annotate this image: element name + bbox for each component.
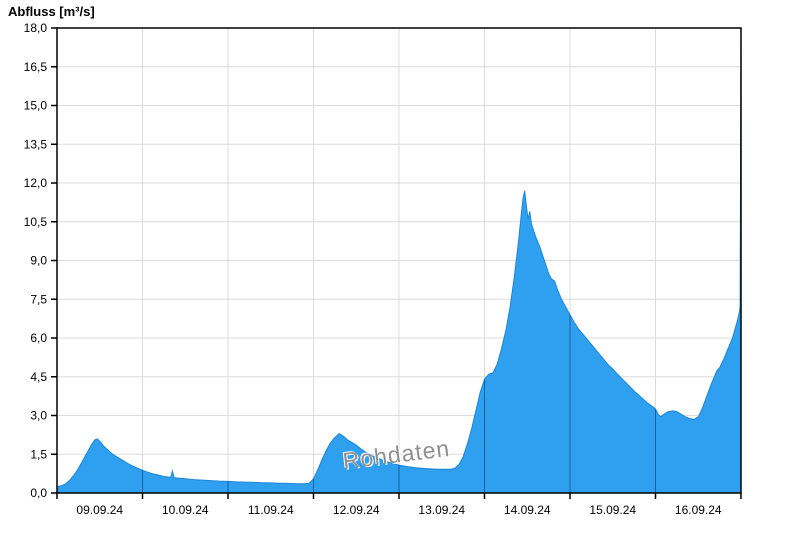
svg-text:13.09.24: 13.09.24 xyxy=(418,503,465,517)
svg-text:10.09.24: 10.09.24 xyxy=(162,503,209,517)
svg-text:16,5: 16,5 xyxy=(24,60,48,74)
svg-text:3,0: 3,0 xyxy=(30,409,47,423)
svg-text:4,5: 4,5 xyxy=(30,370,47,384)
svg-text:13,5: 13,5 xyxy=(24,137,48,151)
svg-text:6,0: 6,0 xyxy=(30,331,47,345)
svg-text:10,5: 10,5 xyxy=(24,215,48,229)
svg-text:15,0: 15,0 xyxy=(24,99,48,113)
svg-text:12,0: 12,0 xyxy=(24,176,48,190)
svg-text:18,0: 18,0 xyxy=(24,21,48,35)
svg-text:11.09.24: 11.09.24 xyxy=(248,503,294,517)
svg-text:16.09.24: 16.09.24 xyxy=(675,503,722,517)
svg-text:09.09.24: 09.09.24 xyxy=(76,503,123,517)
chart-title: Abfluss [m³/s] xyxy=(8,4,95,19)
svg-text:14.09.24: 14.09.24 xyxy=(504,503,551,517)
svg-text:9,0: 9,0 xyxy=(30,254,47,268)
svg-text:1,5: 1,5 xyxy=(30,447,47,461)
svg-text:15.09.24: 15.09.24 xyxy=(589,503,636,517)
svg-text:0,0: 0,0 xyxy=(30,486,47,500)
svg-text:7,5: 7,5 xyxy=(30,292,47,306)
svg-text:12.09.24: 12.09.24 xyxy=(333,503,380,517)
